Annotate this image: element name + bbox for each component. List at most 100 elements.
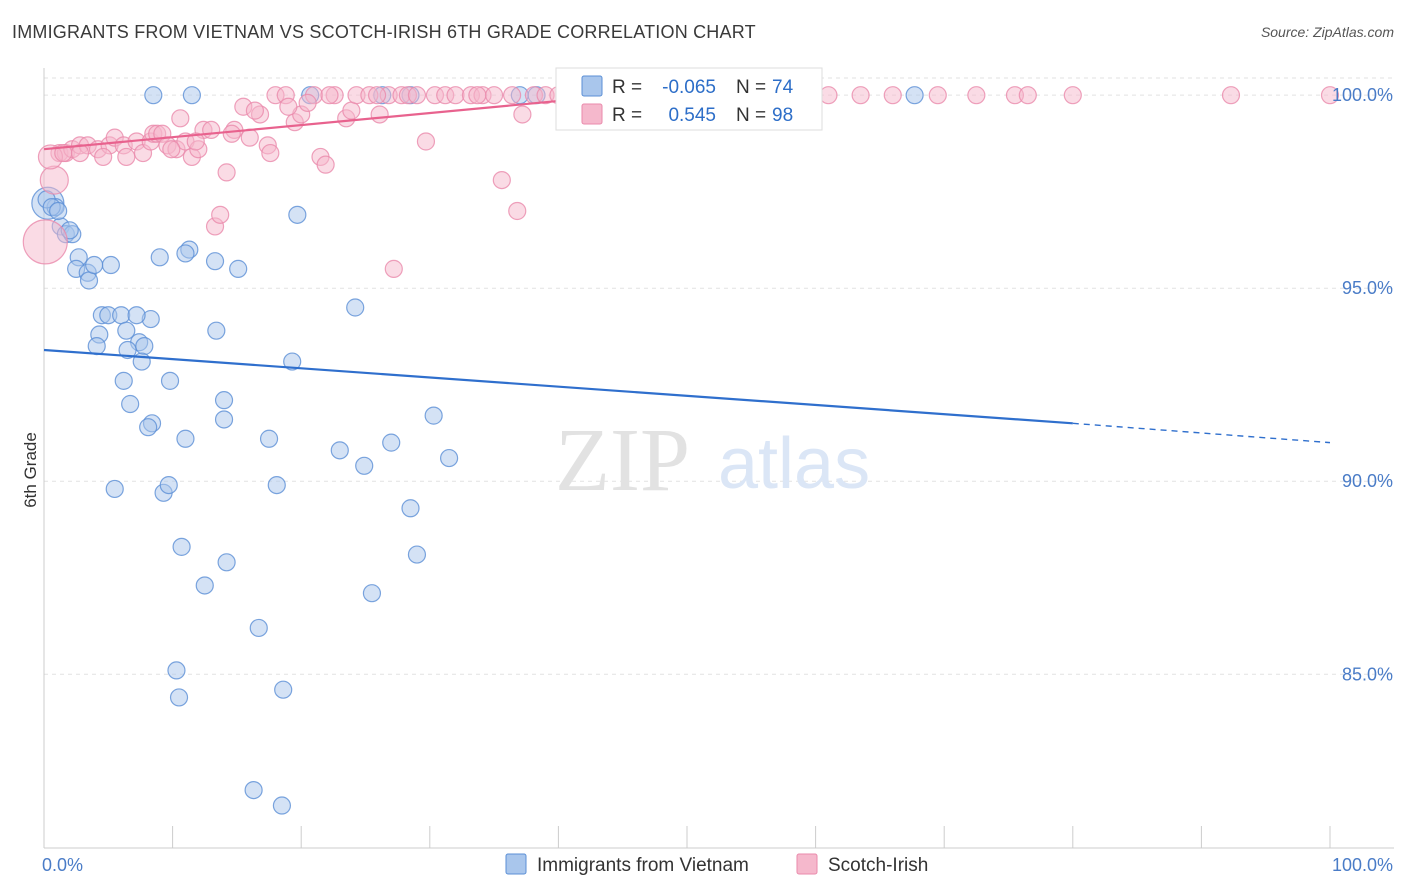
scotch-irish-point [851,86,870,105]
watermark-atlas: atlas [718,424,870,504]
scotch-irish-point [217,163,236,182]
stats-legend: R = -0.065 N = 74 R = 0.545 N = 98 [555,67,823,131]
vietnam-point [207,321,226,340]
vietnam-point [135,337,154,356]
legend-r-label-vietnam: R = [612,77,642,98]
scotch-irish-point [370,105,389,124]
scotch-irish-point [316,155,335,174]
vietnam-point [87,337,106,356]
vietnam-point [167,661,186,680]
vietnam-point [79,271,99,290]
vietnam-point [150,248,169,267]
legend-swatch-scotch-irish [581,103,603,125]
y-tick-label: 90.0% [1342,471,1393,491]
vietnam-point [217,553,236,572]
vietnam-point [905,86,924,105]
scotch-irish-point [279,97,298,116]
scotch-irish-point [819,86,838,105]
bottom-legend-swatch-vietnam [505,853,527,875]
scotch-irish-point [211,205,230,224]
scotch-irish-point [162,140,181,159]
bottom-legend-label-vietnam: Immigrants from Vietnam [537,855,749,876]
vietnam-point [172,537,191,556]
scotch-irish-point [1320,86,1340,105]
scotch-irish-point [186,132,205,151]
scotch-irish-point [883,86,902,105]
scotch-irish-point [416,132,436,151]
vietnam-point [274,680,293,699]
scotch-irish-point [407,86,427,105]
bottom-legend-label-scotch-irish: Scotch-Irish [828,855,928,876]
scotch-irish-point [468,86,487,105]
trend-line-vietnam-extension [1072,422,1331,444]
scotch-irish-point [508,201,527,221]
scotch-irish-point [245,101,265,120]
scotch-irish-point [261,143,280,163]
legend-r-label-scotch-irish: R = [612,105,642,126]
vietnam-point [121,394,140,414]
y-axis-label: 6th Grade [21,432,40,508]
scotch-irish-point [39,165,69,195]
scotch-irish-point [70,143,90,163]
scotch-irish-point [928,86,947,105]
legend-r-value-vietnam: -0.065 [662,77,716,98]
vietnam-point [382,433,401,452]
vietnam-point [127,306,146,325]
vietnam-point [267,475,286,495]
x-tick-label: 100.0% [1332,855,1393,875]
vietnam-point [249,618,268,638]
scotch-irish-point [117,147,136,167]
scotch-irish-point [485,86,504,105]
vietnam-point [288,205,307,224]
series-legend: Immigrants from Vietnam Scotch-Irish [505,853,928,876]
scotch-irish-point [384,259,403,278]
vietnam-point [85,255,104,275]
vietnam-point [346,298,365,317]
scotch-irish-point [1018,86,1037,105]
vietnam-point [407,545,427,564]
vietnam-point [424,406,443,425]
vietnam-point [330,441,349,460]
scotch-irish-point [513,105,532,124]
vietnam-point [144,86,163,105]
vietnam-point [114,371,133,390]
vietnam-point [182,86,201,105]
vietnam-point [259,429,279,448]
vietnam-point [439,448,459,468]
legend-n-value-scotch-irish: 98 [772,105,793,126]
scotch-irish-point [22,219,68,265]
scotch-irish-point [171,109,190,128]
vietnam-point [160,371,180,390]
legend-n-value-vietnam: 74 [772,77,794,98]
vietnam-point [272,796,292,815]
bottom-legend-swatch-scotch-irish [796,853,818,875]
watermark-zip: ZIP [555,411,690,510]
vietnam-point [105,479,124,499]
watermark: ZIP atlas [555,411,870,510]
vietnam-point [159,475,178,495]
scotch-irish-point [503,86,522,105]
scotch-irish-point [94,147,113,167]
vietnam-point [49,201,68,221]
scotch-irish-point [967,86,986,105]
chart-title: IMMIGRANTS FROM VIETNAM VS SCOTCH-IRISH … [12,22,756,42]
gridlines [44,77,1394,675]
series-vietnam-points [31,86,924,815]
scotch-irish-point [446,86,465,105]
scotch-irish-point [202,120,221,140]
vietnam-point [176,429,195,448]
vietnam-point [401,499,420,518]
scotch-irish-point [320,86,339,105]
vietnam-point [355,456,374,475]
source-note: Source: ZipAtlas.com [1260,24,1394,40]
vietnam-point [244,780,263,800]
y-tick-labels: 85.0% 90.0% 95.0% 100.0% [1332,85,1393,684]
vietnam-point [283,352,302,371]
vietnam-point [101,255,120,275]
legend-r-value-scotch-irish: 0.545 [668,105,716,126]
legend-n-label-scotch-irish: N = [736,105,766,126]
vietnam-point [169,688,189,707]
y-tick-label: 100.0% [1332,85,1393,105]
vietnam-point [214,391,234,410]
